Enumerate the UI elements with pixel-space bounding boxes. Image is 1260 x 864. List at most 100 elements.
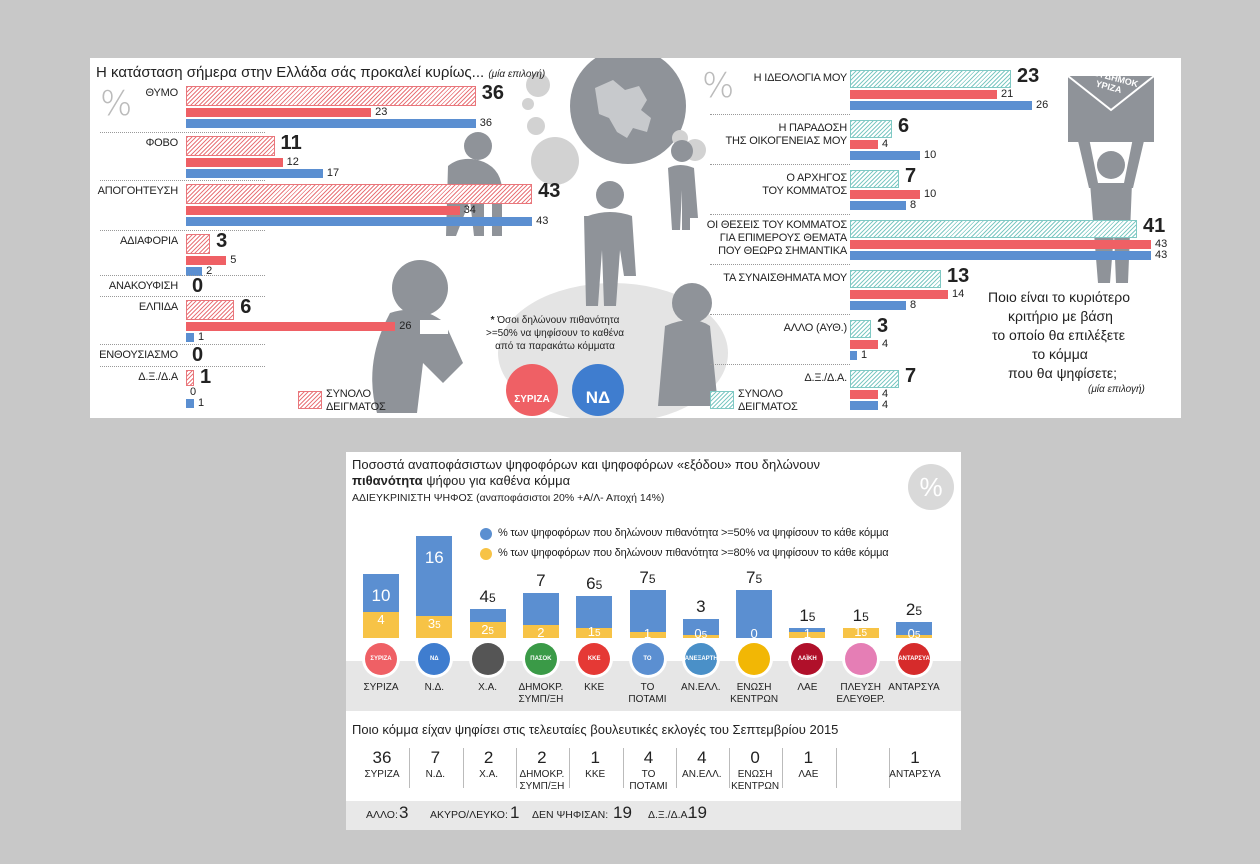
yellow-bar (842, 628, 879, 638)
left-category-label: ΕΝΘΟΥΣΙΑΣΜΟ (99, 349, 178, 361)
right-category-line: Η ΙΔΕΟΛΟΓΙΑ ΜΟΥ (753, 72, 848, 84)
small-value-label: 15 (854, 624, 868, 640)
red-value-label: 4 (882, 388, 889, 400)
table-divider (462, 748, 464, 788)
party-logo: ΛΑΪΚΗ ΕΝΟΤΗΤΑ (788, 640, 827, 678)
table-value: 36 (372, 748, 392, 767)
table-label-line: ΑΝ.ΕΛΛ. (682, 769, 722, 780)
red-bar (850, 90, 997, 99)
left-chart-title: Η κατάσταση σήμερα στην Ελλάδα σάς προκα… (96, 64, 546, 81)
footer-label: Δ.Ξ./Δ.Α.: (648, 809, 694, 821)
row-divider (100, 366, 265, 367)
table-label-line: ΣΥΜΠ/ΞΗ (519, 781, 565, 792)
party-label-line: Ν.Δ. (424, 682, 445, 693)
row-divider (710, 314, 850, 315)
blue-bar (850, 101, 1032, 110)
small-value-label: 0 (750, 626, 758, 641)
total-value-label: 7 (905, 365, 917, 387)
row-divider (100, 275, 265, 276)
table-divider (515, 748, 517, 788)
blue-value-label: 43 (536, 215, 549, 227)
nd-logo: ΝΔ (572, 364, 624, 416)
small-value-label: 4 (377, 612, 385, 628)
right-category-line: ΤΗΣ ΟΙΚΟΓΕΝΕΙΑΣ ΜΟΥ (725, 135, 847, 147)
party-label: ΕΝΩΣΗ ΚΕΝΤΡΩΝ (728, 682, 780, 706)
red-value-label: 23 (375, 106, 388, 118)
red-value-label: 5 (230, 254, 237, 266)
total-bar (850, 370, 899, 388)
red-bar (850, 140, 878, 149)
row-divider (100, 132, 265, 133)
right-category-line: ΟΙ ΘΕΣΕΙΣ ΤΟΥ ΚΟΜΜΑΤΟΣ (706, 219, 847, 231)
party-label-line: ΣΥΡΙΖΑ (363, 682, 399, 693)
total-bar (186, 370, 195, 386)
row-divider (710, 164, 850, 165)
left-category-label: ΦΟΒΟ (145, 137, 179, 149)
total-value-label: 1 (200, 366, 212, 388)
table-label-line: ΚΕΝΤΡΩΝ (731, 781, 780, 792)
total-value-label: 23 (1017, 65, 1040, 87)
table-label: ΛΑΕ (782, 769, 834, 781)
table-divider (729, 748, 731, 788)
blue-bar (682, 618, 719, 638)
footer-value: 1 (510, 803, 520, 822)
small-value-label: 2 (537, 625, 545, 641)
blue-bar (850, 201, 906, 210)
party-label-line: ΚΚΕ (584, 682, 605, 693)
right-percent-symbol: % (702, 66, 735, 106)
left-category-label: ΑΝΑΚΟΥΦΙΣΗ (108, 280, 178, 292)
footer-label: ΑΛΛΟ: (366, 809, 398, 821)
red-value-label: 10 (924, 188, 937, 200)
blue-value-label: 1 (861, 349, 868, 361)
party-logo: ΑΝΕΞΑΡΤΗΤΟΙ ΕΛΛΗΝΕΣ (681, 640, 720, 678)
party-label-line: ΕΛΕΥΘΕΡ. (836, 694, 886, 705)
table-value: 0 (750, 748, 760, 767)
total-value-label: 7 (905, 165, 917, 187)
blue-value-label: 8 (910, 199, 917, 211)
right-category-label: ΑΛΛΟ (ΑΥΘ.) (680, 322, 848, 335)
total-value-label: 11 (280, 132, 302, 154)
table-divider (835, 748, 837, 788)
bottom-chart-title: Ποσοστά αναποφάσιστων ψηφοφόρων και ψηφο… (352, 457, 821, 488)
total-value-label: 0 (192, 275, 204, 297)
right-category-label: ΤΑ ΣΥΝΑΙΣΘΗΜΑΤΑ ΜΟΥ (680, 272, 847, 285)
blue-bar (850, 351, 857, 360)
blue-value-label: 43 (1155, 249, 1168, 261)
total-value-label: 43 (538, 180, 561, 202)
blue-bar (850, 151, 920, 160)
big-value-label: 3 (696, 596, 706, 616)
center-footnote: * Όσοι δηλώνουν πιθανότητα >=50% να ψηφί… (485, 315, 625, 352)
blue-value-label: 2 (206, 265, 213, 277)
right-legend-label: ΣΥΝΟΛΟ ΔΕΙΓΜΑΤΟΣ (738, 388, 798, 413)
big-value-label: 7 (536, 571, 546, 591)
right-category-line: Η ΠΑΡΑΔΟΣΗ (778, 122, 847, 134)
party-logo: ΝΔ (415, 640, 454, 678)
party-logo-inner: ΚΚΕ (578, 643, 611, 675)
party-label: ΚΚΕ (568, 682, 620, 694)
footer-value: 19 (613, 803, 632, 822)
yellow-bar (416, 615, 453, 638)
table-value: 4 (697, 748, 707, 767)
yellow-bar (896, 634, 932, 638)
yellow-bar (576, 628, 613, 638)
table-label-line: ΤΟ (641, 769, 656, 780)
total-value-label: 13 (947, 265, 970, 287)
total-bar (850, 270, 941, 288)
total-value-label: 36 (481, 82, 505, 104)
total-bar (850, 220, 1137, 238)
table-label-line: ΚΚΕ (585, 769, 606, 780)
big-value-label: 25 (905, 600, 923, 619)
blue-bar (736, 590, 773, 638)
yellow-bar (629, 631, 666, 638)
row-divider (100, 296, 265, 297)
total-bar (186, 300, 235, 320)
total-value-label: 3 (216, 230, 228, 252)
table-value: 4 (643, 748, 654, 767)
blue-value-label: 17 (326, 167, 340, 179)
bottom-subtitle: ΑΔΙΕΥΚΡΙΝΙΣΤΗ ΨΗΦΟΣ (αναποφάσιστοι 20% +… (352, 492, 665, 504)
red-bar (186, 108, 372, 117)
party-logo: ΚΚΕ (575, 640, 614, 678)
party-logo-inner: ΛΑΪΚΗ ΕΝΟΤΗΤΑ (791, 643, 824, 675)
right-category-label: Δ.Ξ./Δ.Α. (680, 372, 847, 385)
table-label-line: ΑΝΤΑΡΣΥΑ (889, 769, 941, 780)
